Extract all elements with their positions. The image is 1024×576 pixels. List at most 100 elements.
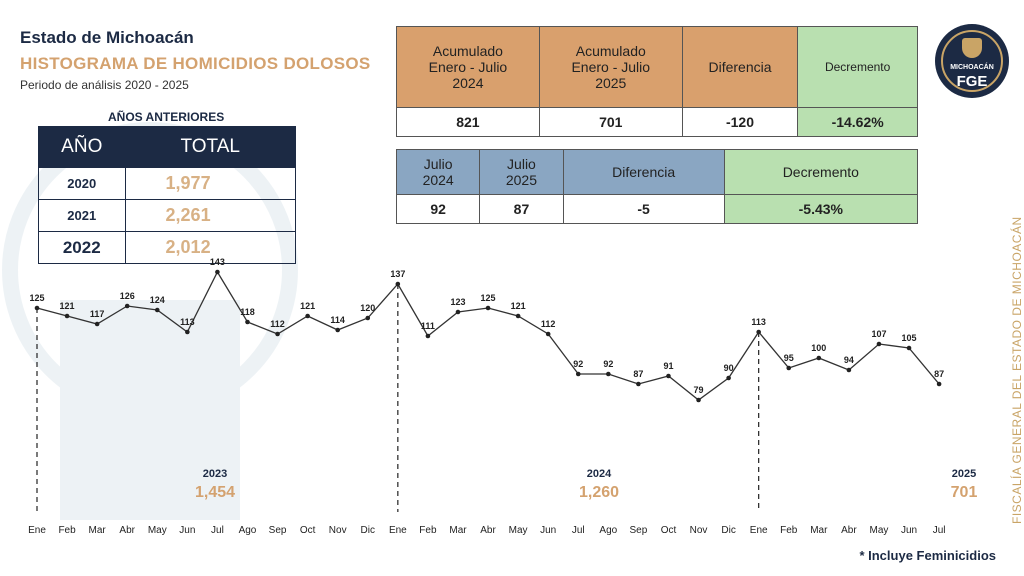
data-point bbox=[94, 321, 100, 327]
x-tick-label: Oct bbox=[661, 525, 677, 536]
data-label: 111 bbox=[421, 321, 435, 331]
data-point bbox=[335, 327, 341, 333]
data-label: 94 bbox=[844, 355, 854, 365]
jul-diff-header: Diferencia bbox=[562, 149, 725, 195]
x-tick-label: May bbox=[870, 525, 889, 536]
x-tick-label: Jul bbox=[933, 525, 946, 536]
year-cell: 2021 bbox=[38, 199, 126, 232]
data-label: 107 bbox=[871, 329, 886, 339]
previous-years-table: AÑO TOTAL 2020 1,977 2021 2,261 2022 2,0… bbox=[38, 126, 297, 264]
data-point bbox=[185, 329, 190, 335]
table-row: 2021 2,261 bbox=[38, 199, 297, 232]
x-tick-label: May bbox=[509, 525, 528, 536]
year-2024-label: 2024 bbox=[586, 468, 612, 480]
year-2024-total: 1,260 bbox=[578, 484, 620, 501]
data-label: 113 bbox=[751, 317, 766, 327]
data-label: 113 bbox=[180, 317, 195, 327]
x-tick-label: Mar bbox=[89, 525, 107, 536]
x-tick-label: Dic bbox=[721, 525, 735, 536]
x-tick-label: Jun bbox=[901, 525, 917, 536]
acc-2025-header: Acumulado Enero - Julio 2025 bbox=[538, 26, 683, 108]
data-point bbox=[575, 371, 581, 377]
data-point bbox=[726, 375, 731, 381]
data-label: 112 bbox=[270, 319, 285, 329]
x-tick-label: Nov bbox=[329, 525, 347, 536]
x-tick-label: Abr bbox=[480, 525, 496, 536]
col-total-header: TOTAL bbox=[124, 126, 297, 168]
acc-decrement-value: -14.62% bbox=[797, 107, 918, 137]
year-cell: 2020 bbox=[38, 167, 126, 200]
table-row: 2022 2,012 bbox=[38, 231, 297, 264]
data-label: 143 bbox=[210, 257, 225, 267]
data-point bbox=[34, 305, 40, 311]
data-label: 87 bbox=[934, 369, 944, 379]
logo-ring bbox=[941, 30, 1003, 92]
data-point bbox=[816, 355, 822, 361]
acc-decrement-header: Decremento bbox=[797, 26, 918, 108]
table-row: 821 701 -120 -14.62% bbox=[396, 107, 918, 137]
data-point bbox=[245, 319, 250, 325]
x-tick-label: Ene bbox=[28, 525, 46, 536]
x-tick-label: Nov bbox=[690, 525, 708, 536]
accumulated-table: Acumulado Enero - Julio 2024 Acumulado E… bbox=[396, 26, 918, 137]
x-tick-label: Feb bbox=[58, 525, 76, 536]
x-tick-label: Mar bbox=[810, 525, 828, 536]
data-point bbox=[395, 281, 401, 287]
series-line bbox=[36, 270, 940, 401]
x-tick-label: Jun bbox=[179, 525, 195, 536]
data-point bbox=[666, 373, 671, 379]
data-label: 95 bbox=[784, 353, 794, 363]
analysis-period: Periodo de análisis 2020 - 2025 bbox=[20, 78, 189, 92]
data-point bbox=[756, 329, 761, 335]
data-label: 105 bbox=[902, 333, 917, 343]
jul-2025-header: Julio 2025 bbox=[479, 149, 564, 195]
data-point bbox=[275, 331, 280, 337]
data-point bbox=[64, 313, 70, 319]
year-cell: 2022 bbox=[38, 231, 126, 264]
shield-icon bbox=[962, 38, 982, 58]
data-point bbox=[485, 305, 491, 311]
data-label: 90 bbox=[724, 363, 734, 373]
data-label: 91 bbox=[663, 361, 673, 371]
year-2025-label: 2025 bbox=[951, 468, 977, 480]
acc-2024-header: Acumulado Enero - Julio 2024 bbox=[396, 26, 540, 108]
jul-2024-value: 92 bbox=[395, 194, 481, 224]
logo-fge-text: FGE bbox=[956, 73, 988, 90]
previous-years-title: AÑOS ANTERIORES bbox=[108, 110, 225, 124]
data-point bbox=[636, 381, 641, 387]
data-point bbox=[876, 341, 882, 347]
table-row: 2020 1,977 bbox=[38, 167, 297, 200]
total-cell: 1,977 bbox=[124, 167, 297, 200]
data-label: 87 bbox=[633, 369, 643, 379]
data-point bbox=[455, 309, 461, 315]
data-label: 92 bbox=[573, 359, 583, 369]
data-label: 118 bbox=[240, 307, 255, 317]
x-tick-label: May bbox=[148, 525, 167, 536]
x-tick-label: Abr bbox=[119, 525, 135, 536]
page-title: HISTOGRAMA DE HOMICIDIOS DOLOSOS bbox=[20, 54, 371, 73]
x-tick-label: Ago bbox=[239, 525, 257, 536]
data-label: 137 bbox=[390, 269, 405, 279]
data-point bbox=[515, 313, 521, 319]
acc-2025-value: 701 bbox=[538, 107, 683, 137]
acc-diff-value: -120 bbox=[681, 107, 799, 137]
x-tick-label: Ene bbox=[389, 525, 407, 536]
data-label: 120 bbox=[360, 303, 375, 313]
jul-decrement-header: Decremento bbox=[723, 149, 919, 195]
data-label: 126 bbox=[120, 291, 135, 301]
data-point bbox=[786, 365, 792, 371]
acc-2024-value: 821 bbox=[396, 107, 540, 137]
data-point bbox=[425, 333, 431, 339]
data-label: 125 bbox=[481, 293, 496, 303]
data-label: 123 bbox=[450, 297, 465, 307]
x-tick-label: Jun bbox=[540, 525, 556, 536]
x-tick-label: Dic bbox=[361, 525, 375, 536]
x-tick-label: Jul bbox=[572, 525, 585, 536]
year-2025-total: 701 bbox=[950, 484, 978, 501]
table-row: 92 87 -5 -5.43% bbox=[395, 194, 919, 224]
data-label: 100 bbox=[811, 343, 826, 353]
data-point bbox=[215, 269, 220, 275]
x-tick-label: Ene bbox=[750, 525, 768, 536]
data-label: 114 bbox=[330, 315, 345, 325]
